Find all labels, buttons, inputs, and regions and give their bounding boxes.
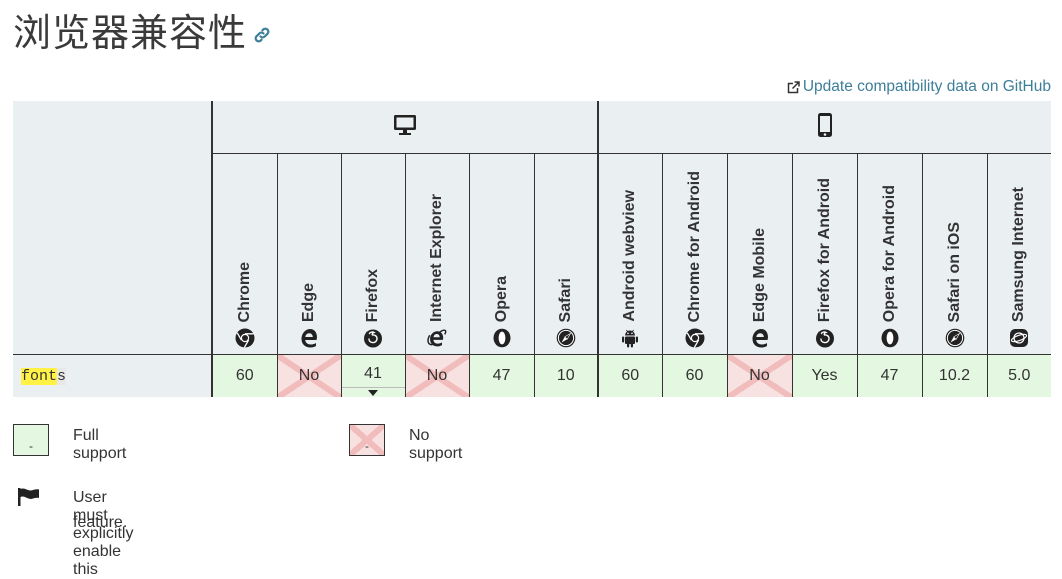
no-support-swatch-mark: - xyxy=(365,439,369,453)
support-cell: 5.0 xyxy=(987,354,1051,397)
android-icon xyxy=(620,328,640,348)
browser-header: Chrome xyxy=(212,153,278,355)
section-heading: 浏览器兼容性 xyxy=(13,4,271,55)
browser-name: Safari on iOS xyxy=(945,221,963,322)
support-cell: 60 xyxy=(662,354,728,397)
flag-label-line1: User must explicitly enable this xyxy=(73,489,134,578)
desktop-icon xyxy=(393,114,417,140)
support-cell[interactable]: 41 xyxy=(341,354,406,397)
feature-name: fonts xyxy=(13,354,213,397)
browser-name: Android webview xyxy=(621,190,639,322)
browser-header: Safari xyxy=(534,153,599,355)
support-cell: No xyxy=(405,354,470,397)
external-link-icon xyxy=(787,80,800,94)
table-row: fonts 60 No 41 No 47 10 60 60 No Yes 47 10.2 5.0 xyxy=(13,354,1051,397)
support-value: 41 xyxy=(364,365,382,382)
support-cell: 60 xyxy=(212,354,278,397)
feature-name-rest: s xyxy=(57,367,67,385)
browser-name: Opera xyxy=(492,275,510,322)
support-cell: 10.2 xyxy=(922,354,988,397)
edge-icon xyxy=(750,328,770,348)
browser-name: Opera for Android xyxy=(880,184,898,322)
browser-header: Android webview xyxy=(598,153,663,355)
browser-name: Chrome for Android xyxy=(685,170,703,322)
opera-icon xyxy=(492,328,512,348)
mobile-icon xyxy=(817,112,833,142)
opera-icon xyxy=(880,328,900,348)
support-value: 60 xyxy=(685,367,704,384)
chrome-icon xyxy=(685,328,705,348)
chrome-icon xyxy=(235,328,255,348)
support-value: 5.0 xyxy=(1008,367,1031,384)
feature-name-highlight: font xyxy=(21,367,58,385)
support-value: 47 xyxy=(492,367,511,384)
no-support-label: No support xyxy=(409,427,463,462)
safari-icon xyxy=(945,328,965,348)
browser-name: Chrome xyxy=(235,261,253,322)
samsung-icon xyxy=(1009,328,1029,348)
browser-header: Edge Mobile xyxy=(727,153,793,355)
no-support-swatch: - xyxy=(349,424,385,456)
browser-name: Firefox xyxy=(364,268,381,322)
platform-desktop xyxy=(212,101,599,154)
support-cell: 10 xyxy=(534,354,599,397)
browser-header: Firefox for Android xyxy=(792,153,858,355)
support-value: Yes xyxy=(811,367,838,384)
browser-name: Firefox for Android xyxy=(815,177,833,322)
support-value: No xyxy=(298,367,320,384)
support-value: 47 xyxy=(880,367,899,384)
browser-name: Internet Explorer xyxy=(428,193,445,322)
support-cell: No xyxy=(277,354,342,397)
support-value: 60 xyxy=(621,367,640,384)
ie-icon xyxy=(427,328,447,348)
firefox-icon xyxy=(363,328,383,348)
support-value: 10 xyxy=(556,367,575,384)
browser-header: Samsung Internet xyxy=(987,153,1051,355)
page-title: 浏览器兼容性 xyxy=(13,10,248,55)
compat-table: Chrome Edge Firefox Internet Explorer Opera S… xyxy=(13,101,1051,397)
browser-name: Samsung Internet xyxy=(1010,186,1028,322)
browser-header: Firefox xyxy=(341,153,406,355)
full-support-label: Full support xyxy=(73,427,127,462)
support-value: 10.2 xyxy=(938,367,971,384)
safari-icon xyxy=(556,328,576,348)
firefox-icon xyxy=(815,328,835,348)
support-value: No xyxy=(426,367,448,384)
browser-header: Chrome for Android xyxy=(662,153,728,355)
support-cell: 60 xyxy=(598,354,663,397)
full-support-swatch: - xyxy=(13,424,49,456)
platform-mobile xyxy=(598,101,1051,154)
edge-icon xyxy=(299,328,319,348)
browser-name: Edge Mobile xyxy=(750,227,768,322)
support-value: 60 xyxy=(235,367,254,384)
browser-header: Opera xyxy=(469,153,535,355)
full-support-swatch-mark: - xyxy=(29,439,33,453)
browser-header: Edge xyxy=(277,153,342,355)
support-cell: Yes xyxy=(792,354,858,397)
github-link-label: Update compatibility data on GitHub xyxy=(802,78,1051,95)
flag-label-line2: feature. xyxy=(73,514,128,531)
support-cell: 47 xyxy=(857,354,923,397)
flag-icon xyxy=(18,488,40,511)
support-value: No xyxy=(749,367,770,384)
expand-toggle-icon[interactable] xyxy=(341,387,405,397)
permalink-icon[interactable] xyxy=(253,26,271,44)
support-cell: 47 xyxy=(469,354,535,397)
browser-header: Safari on iOS xyxy=(922,153,988,355)
browser-name: Edge xyxy=(300,282,317,322)
support-cell: No xyxy=(727,354,793,397)
table-corner xyxy=(13,101,213,355)
browser-name: Safari xyxy=(556,277,574,322)
github-update-link[interactable]: Update compatibility data on GitHub xyxy=(787,78,1051,96)
browser-header: Opera for Android xyxy=(857,153,923,355)
browser-header: Internet Explorer xyxy=(405,153,470,355)
